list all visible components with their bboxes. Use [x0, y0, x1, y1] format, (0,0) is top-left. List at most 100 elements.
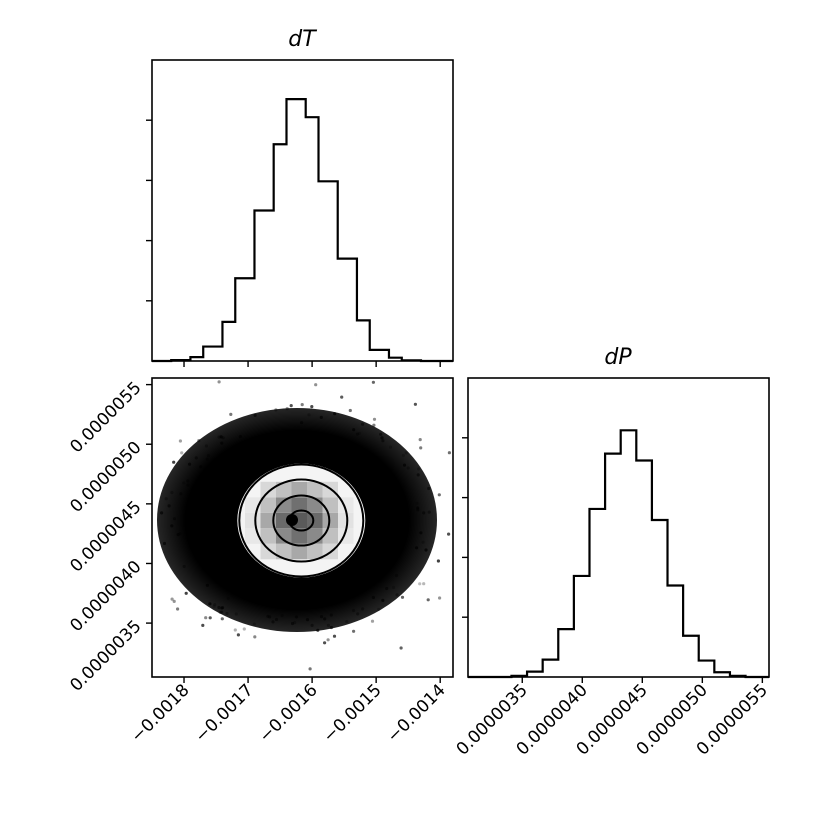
scatter-point — [229, 412, 233, 416]
density-cell — [260, 543, 276, 560]
scatter-point — [418, 438, 422, 442]
x-tick-label: −0.0014 — [383, 680, 449, 746]
density-cell — [307, 543, 323, 560]
density-cell — [260, 512, 276, 529]
hist-dp-steps-line — [468, 429, 769, 679]
dt-x-ticks — [183, 361, 441, 367]
density-cell — [245, 512, 261, 529]
scatter-point — [172, 460, 176, 464]
hist-dt-steps-bin — [235, 278, 254, 361]
scatter-point — [145, 473, 148, 476]
scatter-point — [323, 641, 327, 645]
scatter-point — [349, 338, 352, 341]
scatter-point — [447, 451, 451, 455]
scatter-point — [208, 616, 212, 620]
scatter-point — [172, 599, 176, 604]
scatter-y-ticks: 0.00000350.00000400.00000450.00000500.00… — [66, 378, 152, 696]
scatter-point — [220, 617, 224, 621]
dt-title: dT — [288, 27, 317, 52]
scatter-point — [289, 404, 293, 408]
density-cell — [291, 481, 307, 498]
scatter-point — [370, 619, 375, 623]
density-cell — [307, 512, 323, 529]
scatter-point — [372, 417, 377, 421]
scatter-point — [438, 596, 442, 600]
scatter-point — [253, 635, 257, 639]
scatter-point — [418, 582, 422, 586]
scatter-point — [178, 439, 182, 443]
hist-dt-steps-bin — [222, 322, 235, 361]
dp-panel-frame — [467, 377, 770, 678]
scatter-point — [371, 380, 375, 384]
hist-dt-steps-bin — [338, 259, 357, 361]
dp-histogram — [468, 429, 769, 679]
scatter-point — [242, 627, 246, 631]
scatter-point — [422, 582, 426, 586]
density-cell — [322, 528, 338, 544]
hist-dp-steps-bin — [574, 576, 590, 677]
scatter-panel-frame — [151, 377, 454, 678]
hist-dp-steps-bin — [636, 461, 652, 677]
density-cell — [260, 497, 276, 513]
scatter-point — [326, 638, 330, 642]
scatter-point — [436, 559, 440, 563]
x-tick-label: −0.0016 — [255, 680, 321, 746]
density-cell — [276, 528, 292, 544]
scatter-point — [447, 532, 451, 536]
scatter-point — [300, 403, 304, 407]
hist-dt-steps-bin — [357, 320, 370, 361]
density-cell — [322, 497, 338, 513]
hist-dt-steps-bin — [306, 117, 319, 361]
x-tick-label: −0.0017 — [191, 680, 257, 746]
dp-y-ticks — [462, 437, 468, 618]
density-cell — [276, 543, 292, 560]
dt-histogram — [152, 98, 453, 363]
density-cell — [276, 497, 292, 513]
scatter-point — [310, 405, 314, 409]
scatter-point — [348, 408, 352, 413]
scatter-point — [490, 520, 493, 523]
density-cell — [291, 497, 307, 513]
hist-dp-steps-bin — [605, 454, 621, 677]
scatter-point — [217, 380, 221, 384]
scatter-point — [140, 481, 143, 484]
hist-dp-steps-bin — [652, 520, 668, 677]
hist-dt-steps-line — [152, 98, 453, 363]
density-cell — [276, 481, 292, 498]
hist-dt-steps-bin — [319, 181, 338, 361]
density-cell — [291, 543, 307, 560]
scatter-point — [308, 667, 312, 671]
scatter-point — [184, 591, 188, 595]
scatter-point — [419, 446, 423, 450]
contour-line — [272, 494, 331, 547]
dp-x-ticks: 0.00000350.00000400.00000450.00000500.00… — [453, 677, 772, 760]
scatter-point — [437, 493, 441, 497]
scatter-point — [332, 634, 337, 638]
scatter-point — [180, 451, 184, 455]
scatter-point — [204, 616, 208, 620]
scatter-point — [400, 595, 405, 599]
hist-dt-steps-bin — [254, 211, 273, 362]
density-cell — [260, 481, 276, 498]
density-cell — [291, 528, 307, 544]
hist-dt-steps-bin — [286, 99, 305, 361]
hist-dp-steps-bin — [589, 509, 605, 677]
hist-dt-steps-bin — [274, 144, 287, 361]
scatter-point — [201, 623, 205, 628]
x-tick-label: −0.0018 — [127, 680, 193, 746]
scatter-point — [176, 607, 180, 611]
hist-dp-steps-bin — [558, 629, 574, 677]
scatter-point — [233, 628, 237, 632]
scatter-point — [236, 633, 240, 637]
scatter-point — [477, 487, 480, 490]
hist-dp-steps-bin — [683, 636, 699, 677]
dt-y-ticks — [146, 119, 152, 302]
scatter-x-ticks: −0.0018−0.0017−0.0016−0.0015−0.0014 — [127, 677, 450, 747]
dt-panel-frame — [151, 59, 454, 362]
dp-title: dP — [604, 345, 632, 370]
scatter-point — [426, 598, 430, 602]
hist-dp-steps-bin — [621, 430, 637, 677]
scatter-point — [399, 646, 403, 650]
peak-marker — [286, 514, 298, 526]
